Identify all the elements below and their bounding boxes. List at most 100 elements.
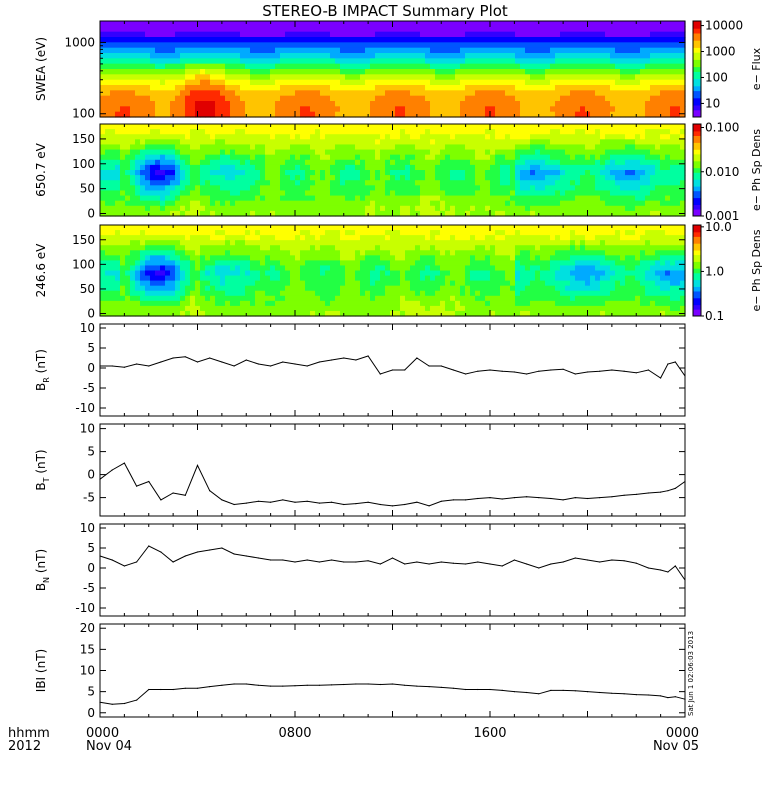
heatmap-cell <box>160 170 166 176</box>
heatmap-cell <box>130 190 136 196</box>
heatmap-cell <box>180 206 186 212</box>
heatmap-cell <box>105 240 111 246</box>
heatmap-cell <box>565 196 571 202</box>
heatmap-cell <box>565 80 571 86</box>
heatmap-cell <box>295 190 301 196</box>
heatmap-cell <box>400 155 406 161</box>
heatmap-cell <box>410 124 416 130</box>
heatmap-cell <box>195 240 201 246</box>
heatmap-cell <box>105 129 111 135</box>
heatmap-cell <box>575 175 581 181</box>
heatmap-cell <box>160 155 166 161</box>
heatmap-cell <box>205 206 211 212</box>
heatmap-cell <box>665 155 671 161</box>
heatmap-cell <box>225 185 231 191</box>
heatmap-cell <box>100 281 106 287</box>
heatmap-cell <box>460 96 466 102</box>
heatmap-cell <box>230 301 236 307</box>
heatmap-cell <box>490 32 496 38</box>
heatmap-cell <box>220 150 226 156</box>
heatmap-cell <box>545 144 551 150</box>
heatmap-cell <box>160 281 166 287</box>
heatmap-cell <box>200 291 206 297</box>
heatmap-cell <box>180 124 186 130</box>
heatmap-cell <box>160 196 166 202</box>
heatmap-cell <box>225 180 231 186</box>
heatmap-cell <box>240 42 246 48</box>
heatmap-cell <box>415 90 421 96</box>
heatmap-cell <box>465 144 471 150</box>
heatmap-cell <box>665 53 671 59</box>
heatmap-cell <box>170 155 176 161</box>
heatmap-cell <box>520 150 526 156</box>
heatmap-cell <box>665 85 671 91</box>
heatmap-cell <box>280 96 286 102</box>
heatmap-cell <box>125 124 131 130</box>
heatmap-cell <box>100 201 106 207</box>
heatmap-cell <box>380 134 386 140</box>
heatmap-cell <box>365 26 371 32</box>
heatmap-cell <box>120 165 126 171</box>
heatmap-cell <box>245 276 251 282</box>
heatmap-cell <box>160 255 166 261</box>
heatmap-cell <box>515 190 521 196</box>
heatmap-cell <box>150 230 156 236</box>
heatmap-cell <box>605 90 611 96</box>
heatmap-cell <box>660 150 666 156</box>
heatmap-cell <box>460 190 466 196</box>
heatmap-cell <box>340 74 346 80</box>
heatmap-cell <box>430 90 436 96</box>
heatmap-cell <box>430 42 436 48</box>
heatmap-cell <box>550 155 556 161</box>
heatmap-cell <box>415 206 421 212</box>
heatmap-cell <box>315 48 321 54</box>
heatmap-cell <box>305 101 311 107</box>
heatmap-cell <box>490 69 496 75</box>
heatmap-cell <box>580 144 586 150</box>
heatmap-cell <box>495 37 501 43</box>
heatmap-cell <box>220 80 226 86</box>
heatmap-cell <box>650 26 656 32</box>
heatmap-cell <box>155 48 161 54</box>
heatmap-cell <box>235 90 241 96</box>
heatmap-cell <box>155 69 161 75</box>
heatmap-cell <box>135 101 141 107</box>
heatmap-cell <box>425 106 431 112</box>
heatmap-cell <box>325 96 331 102</box>
heatmap-cell <box>660 170 666 176</box>
heatmap-cell <box>315 69 321 75</box>
heatmap-cell <box>545 175 551 181</box>
heatmap-cell <box>275 175 281 181</box>
heatmap-cell <box>290 85 296 91</box>
heatmap-cell <box>595 175 601 181</box>
heatmap-cell <box>230 170 236 176</box>
heatmap-cell <box>470 201 476 207</box>
heatmap-cell <box>430 53 436 59</box>
heatmap-cell <box>130 235 136 241</box>
heatmap-cell <box>465 80 471 86</box>
heatmap-cell <box>190 69 196 75</box>
heatmap-cell <box>180 245 186 251</box>
heatmap-cell <box>425 155 431 161</box>
heatmap-cell <box>215 32 221 38</box>
heatmap-cell <box>215 90 221 96</box>
heatmap-cell <box>465 37 471 43</box>
heatmap-cell <box>440 90 446 96</box>
heatmap-cell <box>205 250 211 256</box>
heatmap-cell <box>670 37 676 43</box>
heatmap-cell <box>230 230 236 236</box>
heatmap-cell <box>365 58 371 64</box>
heatmap-cell <box>645 96 651 102</box>
heatmap-cell <box>135 69 141 75</box>
heatmap-cell <box>140 85 146 91</box>
heatmap-cell <box>500 190 506 196</box>
heatmap-cell <box>150 129 156 135</box>
heatmap-cell <box>150 235 156 241</box>
heatmap-cell <box>595 58 601 64</box>
heatmap-cell <box>540 53 546 59</box>
heatmap-cell <box>495 165 501 171</box>
y-tick-label: 100 <box>72 107 95 121</box>
heatmap-cell <box>185 230 191 236</box>
heatmap-cell <box>300 64 306 70</box>
heatmap-cell <box>500 144 506 150</box>
